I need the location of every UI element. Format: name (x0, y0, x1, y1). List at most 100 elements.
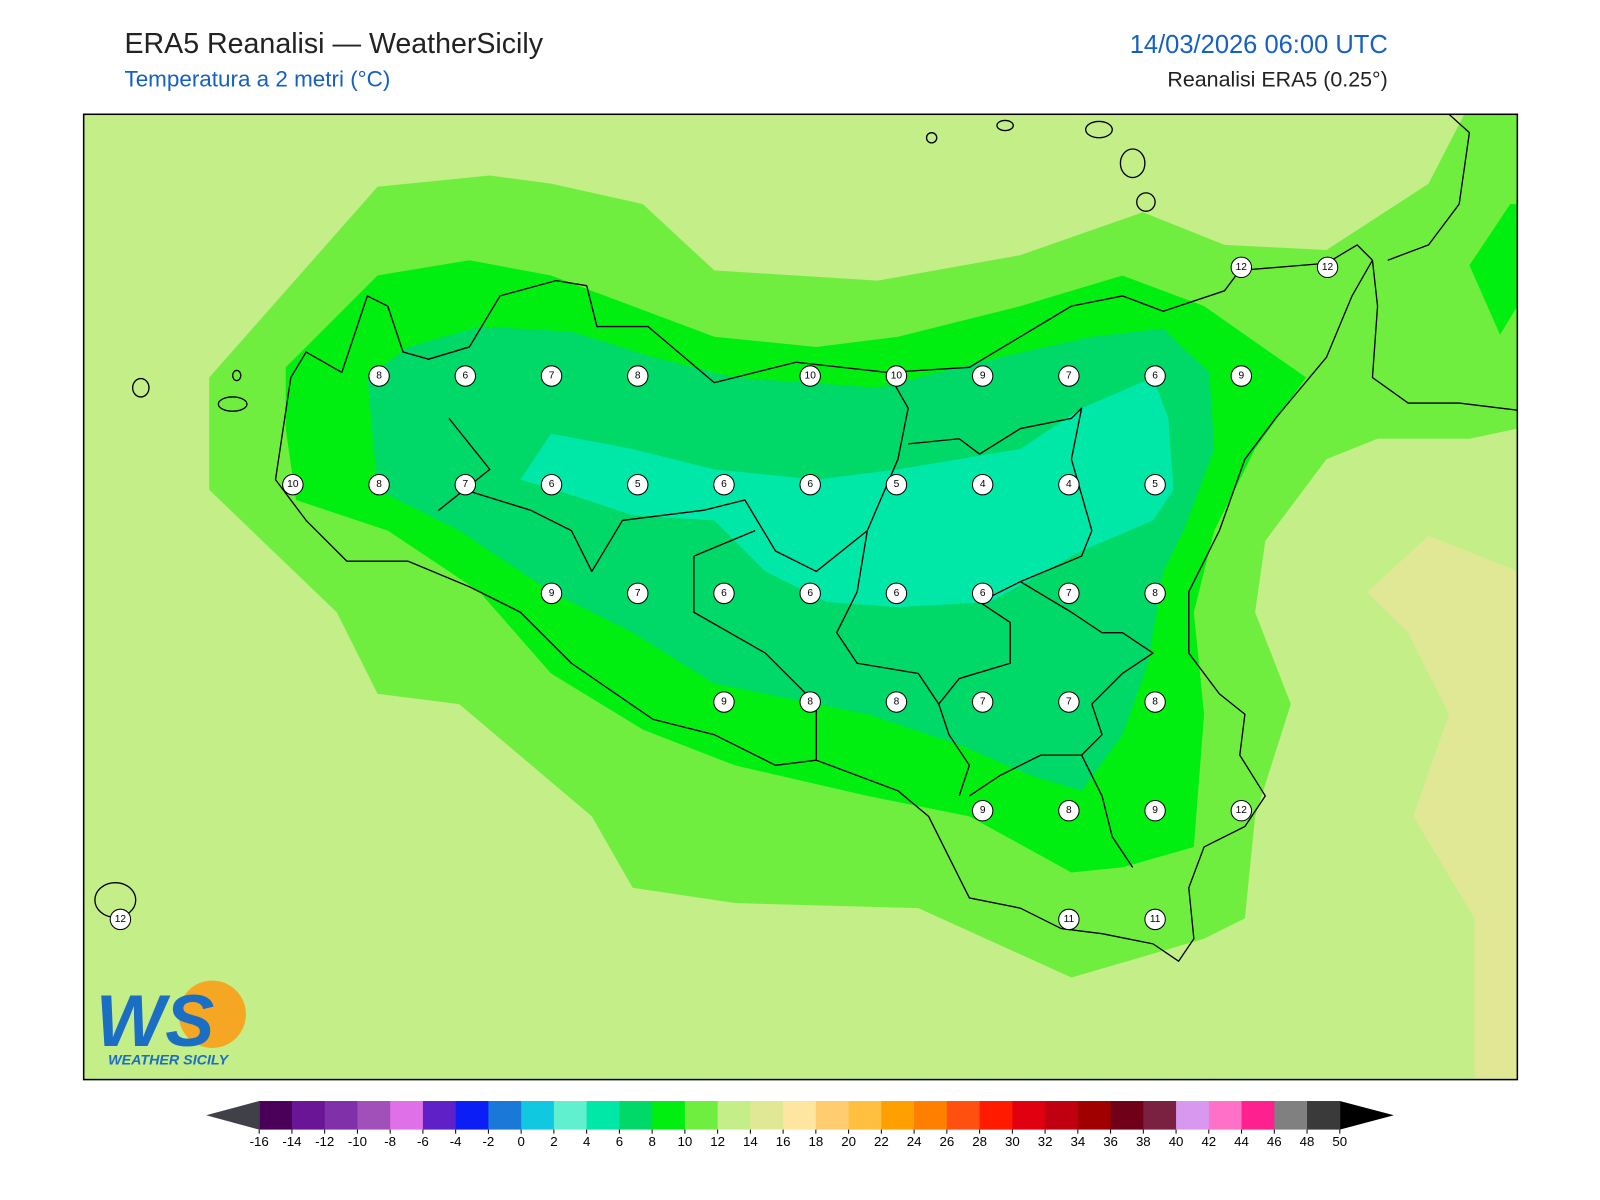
colorbar-swatch (684, 1101, 719, 1130)
station-value: 7 (462, 479, 468, 490)
station-value: 6 (807, 479, 813, 490)
station-value: 6 (549, 479, 555, 490)
station-marker (1058, 800, 1080, 822)
station-value: 7 (635, 588, 641, 599)
island (217, 396, 248, 412)
station-marker (368, 365, 390, 387)
station-value: 8 (1152, 588, 1158, 599)
station-value: 4 (1066, 479, 1072, 490)
station-marker (1230, 256, 1253, 279)
station-marker (885, 582, 908, 605)
colorbar-tick-label: 2 (550, 1134, 557, 1149)
station-value: 9 (721, 697, 727, 708)
colorbar-tick-label: -16 (250, 1134, 269, 1149)
colorbar-tick-label: 24 (907, 1134, 922, 1149)
colorbar-swatch (1143, 1101, 1177, 1130)
station-marker (971, 473, 994, 496)
station-marker (971, 691, 994, 713)
station-value: 10 (805, 371, 817, 382)
colorbar-tick-label: -6 (417, 1134, 429, 1149)
colorbar-tick-label: 22 (874, 1134, 889, 1149)
station-value: 12 (1236, 805, 1248, 816)
station-marker (799, 582, 821, 605)
island (1136, 192, 1156, 212)
colorbar-swatch (1274, 1101, 1308, 1130)
station-value: 9 (980, 371, 986, 382)
station-marker (1144, 365, 1166, 387)
station-marker (1058, 908, 1080, 931)
coastline (1081, 754, 1134, 868)
station-marker (1144, 582, 1166, 605)
colorbar-swatch (1110, 1101, 1144, 1130)
station-marker (627, 365, 649, 387)
colorbar-swatch (750, 1101, 784, 1130)
station-value: 10 (287, 479, 299, 490)
colorbar-swatch (291, 1101, 326, 1130)
coastline (693, 530, 817, 761)
colorbar-tick-label: 38 (1136, 1134, 1151, 1149)
colorbar-tick-label: -4 (450, 1134, 462, 1149)
colorbar-swatch (914, 1101, 948, 1130)
colorbar-swatch (422, 1101, 457, 1130)
colorbar-swatch (1012, 1101, 1046, 1130)
colorbar-tick-label: 42 (1201, 1134, 1216, 1149)
colorbar-tick-label: 34 (1070, 1134, 1085, 1149)
colorbar-tick-label: 50 (1332, 1134, 1347, 1149)
station-marker (713, 473, 735, 496)
colorbar-tick-label: 6 (616, 1134, 623, 1149)
colorbar-tick-label: 12 (710, 1134, 725, 1149)
colorbar-tick-label: -8 (384, 1134, 396, 1149)
station-marker (1316, 256, 1339, 279)
colorbar-tick-label: -12 (315, 1134, 334, 1149)
colorbar-tick-label: -2 (483, 1134, 495, 1149)
colorbar-swatch (1241, 1101, 1275, 1130)
colorbar-tick-label: 20 (841, 1134, 856, 1149)
colorbar-tick-label: 28 (972, 1134, 987, 1149)
colorbar-swatch (881, 1101, 915, 1130)
colorbar-tick-label: 8 (648, 1134, 655, 1149)
station-value: 12 (1322, 262, 1334, 273)
map-area: 12 12 8 6 7 8 10 10 9 7 6 9 10 8 7 6 5 6 6 5 4 4 5 9 7 6 6 6 6 7 8 9 8 8 7… (83, 114, 1518, 1080)
map-title: ERA5 Reanalisi — WeatherSicily (124, 28, 543, 60)
station-value: 7 (1066, 371, 1072, 382)
island (1119, 148, 1146, 179)
island (231, 369, 242, 382)
colorbar-tick-label: 0 (517, 1134, 524, 1149)
colorbar-tick-label: -10 (348, 1134, 367, 1149)
station-marker (1058, 582, 1080, 605)
colorbar-swatch (488, 1101, 522, 1130)
station-marker (1144, 800, 1166, 822)
station-marker (799, 691, 821, 713)
station-value: 6 (721, 588, 727, 599)
colorbar-swatch (390, 1101, 424, 1130)
station-marker (1230, 800, 1253, 822)
station-value: 6 (1152, 371, 1158, 382)
station-value: 6 (894, 588, 900, 599)
temperature-band (520, 377, 1174, 608)
colorbar-swatch (1077, 1101, 1112, 1130)
station-marker (885, 365, 908, 387)
logo-sun (178, 980, 246, 1048)
logo-mark: WS (96, 979, 214, 1062)
colorbar-tick-label: 44 (1234, 1134, 1249, 1149)
colorbar: -16 -14 -12 -10 -8 -6 -4 -2 0 2 4 6 8 10 12 14 16 18 20 22 2… (206, 1101, 1394, 1149)
station-marker (885, 691, 908, 713)
station-value: 6 (807, 588, 813, 599)
station-marker (1058, 365, 1080, 387)
island (925, 131, 938, 144)
station-value: 8 (1066, 805, 1072, 816)
colorbar-swatch (1307, 1101, 1341, 1130)
coastline (274, 244, 1374, 962)
colorbar-swatch (619, 1101, 653, 1130)
station-value: 8 (1152, 697, 1158, 708)
station-marker (971, 800, 994, 822)
station-value: 5 (635, 479, 641, 490)
colorbar-swatch (455, 1101, 489, 1130)
temperature-band (1367, 535, 1518, 1080)
station-value: 9 (1152, 805, 1158, 816)
island (131, 377, 150, 398)
map-datetime: 14/03/2026 06:00 UTC (1130, 31, 1388, 59)
station-marker (627, 582, 649, 605)
colorbar-tick-label: 48 (1300, 1134, 1315, 1149)
